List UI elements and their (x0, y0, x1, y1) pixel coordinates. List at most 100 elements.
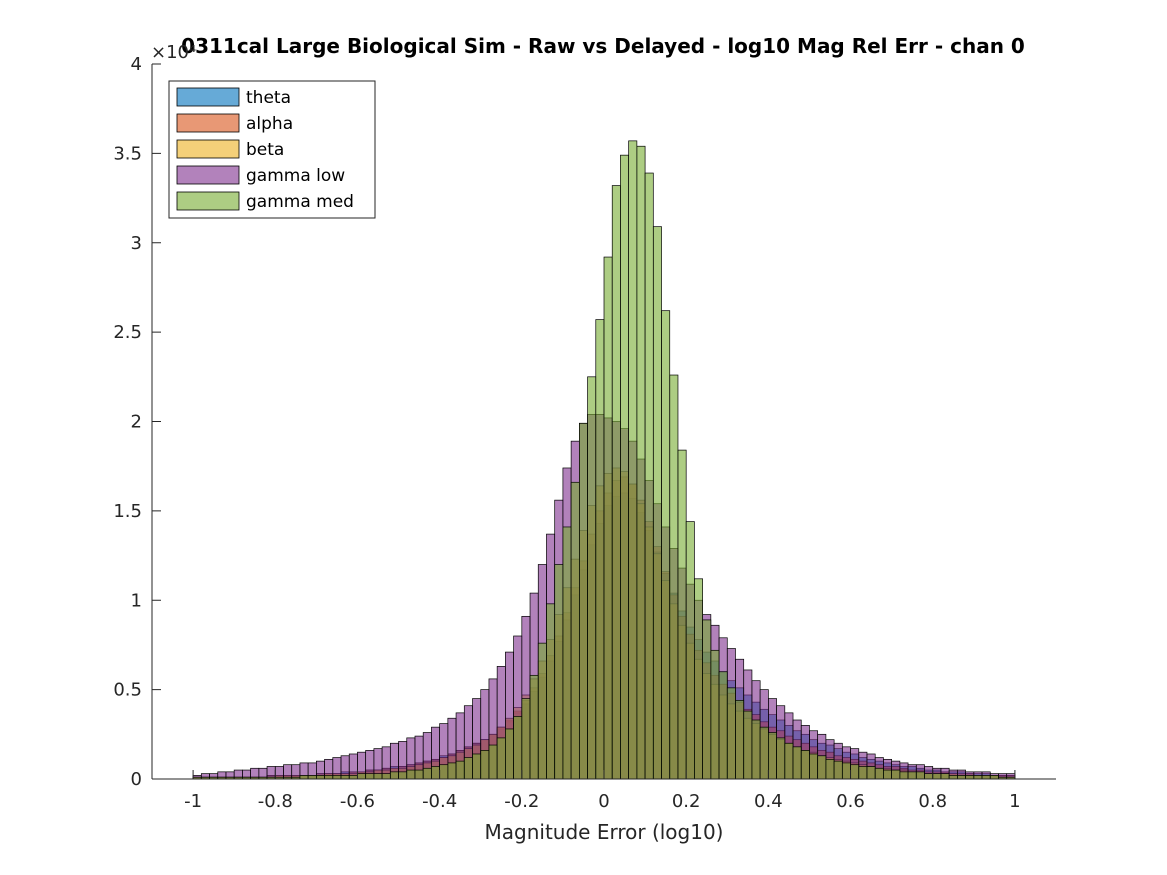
bar (677, 449, 687, 780)
legend-label: gamma med (246, 192, 354, 212)
bar (989, 775, 999, 780)
y-axis-exponent: ×10⁴ (151, 42, 196, 63)
bar (316, 775, 325, 780)
x-tick-label: 0 (598, 791, 609, 812)
bar (907, 771, 917, 780)
bar (505, 728, 514, 780)
legend-label: alpha (246, 114, 293, 134)
bar (718, 671, 728, 780)
y-tick-label: 3 (131, 233, 142, 254)
legend-item-theta[interactable]: theta (176, 87, 291, 108)
x-tick-label: 0.2 (672, 791, 701, 812)
bar (562, 526, 572, 780)
bar (644, 172, 654, 780)
bar (299, 775, 309, 780)
bar (800, 750, 810, 780)
bar (759, 726, 769, 780)
bar (340, 775, 350, 780)
bar (406, 769, 416, 780)
bar (496, 737, 506, 780)
legend-swatch (176, 87, 240, 107)
x-axis-label: Magnitude Error (log10) (485, 820, 724, 844)
bar (357, 773, 367, 780)
bar (455, 760, 465, 780)
bar (332, 775, 342, 780)
x-tick-label: 0.8 (918, 791, 947, 812)
x-tick-label: 0.6 (836, 791, 865, 812)
bar (595, 319, 605, 780)
y-tick-label: 4 (131, 54, 142, 75)
x-tick-label: -1 (184, 791, 202, 812)
bar (965, 775, 975, 780)
bar (743, 710, 753, 780)
legend-label: theta (246, 88, 291, 108)
bar (661, 310, 671, 780)
legend-item-gamma-med[interactable]: gamma med (176, 191, 354, 212)
x-tick-label: 0.4 (754, 791, 783, 812)
legend-label: gamma low (246, 166, 345, 186)
bar (472, 753, 482, 780)
bar (307, 775, 317, 780)
legend-item-gamma-low[interactable]: gamma low (176, 165, 345, 186)
bar (537, 642, 547, 780)
legend-item-beta[interactable]: beta (176, 139, 284, 160)
bar (381, 773, 391, 780)
bar (628, 140, 638, 780)
bar (620, 154, 630, 780)
bar (570, 481, 580, 780)
bar (463, 757, 473, 780)
bar (414, 769, 424, 780)
bar (348, 775, 358, 780)
bar (726, 687, 736, 780)
bar (825, 758, 835, 780)
legend-item-alpha[interactable]: alpha (176, 113, 293, 134)
bar (587, 376, 597, 780)
histogram-bars (192, 140, 1016, 780)
bar (932, 773, 942, 780)
bar (883, 769, 892, 780)
bar (768, 732, 777, 780)
bar (776, 737, 786, 780)
bar (981, 775, 991, 780)
bar (291, 764, 301, 780)
x-tick-label: -0.6 (340, 791, 375, 812)
bar (373, 773, 383, 780)
legend-label: beta (246, 140, 284, 160)
bar (685, 521, 695, 780)
bar (439, 764, 449, 780)
bar (702, 619, 712, 780)
bar (603, 256, 613, 780)
y-tick-label: 2 (131, 412, 142, 433)
legend-swatch (176, 113, 240, 133)
bar (710, 649, 720, 780)
bar (324, 775, 334, 780)
y-tick-label: 0.5 (113, 680, 142, 701)
bar (488, 744, 498, 780)
bar (866, 766, 876, 780)
chart-title: 0311cal Large Biological Sim - Raw vs De… (181, 34, 1025, 58)
bar (521, 698, 531, 780)
bar (948, 775, 958, 780)
bar (529, 674, 539, 780)
bar (554, 564, 564, 780)
legend-swatch (176, 191, 240, 211)
bar (447, 762, 457, 780)
bar (694, 578, 703, 780)
bar (899, 771, 909, 780)
bar (833, 760, 843, 780)
y-tick-label: 1.5 (113, 501, 142, 522)
axes: -1 -0.8 -0.6 -0.4 -0.2 0 0.2 0.4 0.6 0.8 1 0 0.5 1 1.5… (113, 54, 1056, 812)
bar (652, 226, 662, 780)
bar (669, 374, 679, 780)
bar (735, 699, 745, 780)
bar (422, 767, 432, 780)
bar (283, 764, 293, 780)
bar (365, 773, 375, 780)
bar (546, 603, 556, 780)
bar (784, 742, 794, 780)
bar (480, 750, 490, 780)
legend-swatch (176, 139, 240, 159)
bar (792, 746, 802, 780)
legend[interactable]: theta alpha beta gamma low gamma med (168, 80, 376, 219)
